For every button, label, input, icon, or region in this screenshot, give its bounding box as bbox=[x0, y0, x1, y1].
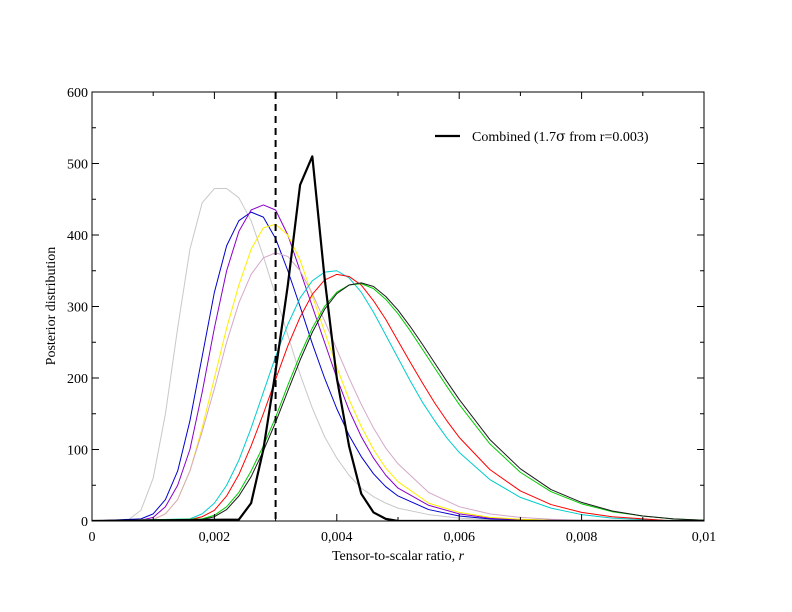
series-layer bbox=[92, 155, 704, 521]
x-axis-ticks: 0 0,002 0,004 0,006 0,008 0,01 bbox=[89, 92, 717, 545]
series-line-9 bbox=[92, 155, 704, 521]
y-tick-label: 400 bbox=[67, 229, 88, 244]
x-tick-label: 0,002 bbox=[199, 530, 231, 545]
series-line-0 bbox=[92, 188, 582, 521]
x-axis-label: Tensor-to-scalar ratio, r bbox=[332, 549, 465, 564]
series-line-7 bbox=[92, 283, 704, 521]
x-tick-label: 0,006 bbox=[443, 530, 475, 545]
series-line-4 bbox=[92, 252, 643, 521]
y-tick-label: 200 bbox=[67, 372, 88, 387]
series-line-5 bbox=[92, 270, 674, 521]
y-tick-label: 100 bbox=[67, 444, 88, 459]
series-line-8 bbox=[92, 282, 704, 521]
y-axis-label: Posterior distribution bbox=[44, 247, 59, 366]
y-tick-label: 600 bbox=[67, 86, 88, 101]
x-tick-label: 0,004 bbox=[321, 530, 353, 545]
series-line-3 bbox=[92, 223, 643, 521]
series-line-6 bbox=[92, 273, 674, 521]
x-tick-label: 0,01 bbox=[692, 530, 717, 545]
legend-entry-combined: Combined (1.7σ from r=0.003) bbox=[472, 129, 649, 145]
series-line-1 bbox=[92, 211, 643, 521]
x-tick-label: 0,008 bbox=[566, 530, 598, 545]
y-tick-label: 300 bbox=[67, 301, 88, 316]
y-tick-label: 0 bbox=[81, 515, 88, 530]
y-axis-ticks: 0 100 200 300 400 500 600 bbox=[67, 86, 704, 530]
legend: Combined (1.7σ from r=0.003) bbox=[435, 129, 649, 145]
x-tick-label: 0 bbox=[89, 530, 96, 545]
y-tick-label: 500 bbox=[67, 158, 88, 173]
